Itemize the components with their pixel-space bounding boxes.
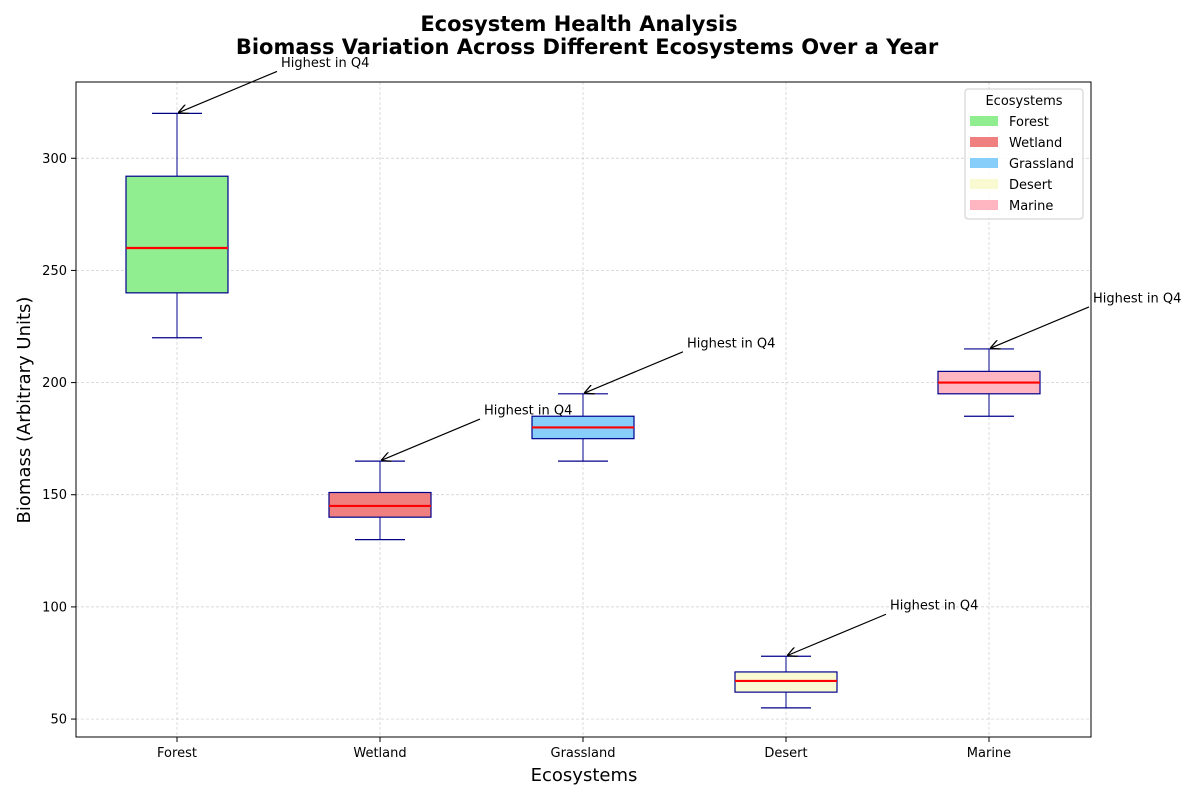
y-axis-label: Biomass (Arbitrary Units) xyxy=(14,297,35,524)
box-wetland xyxy=(328,460,432,541)
y-tick-label: 100 xyxy=(42,600,67,615)
legend-swatch-desert xyxy=(970,179,998,189)
annotation-label: Highest in Q4 xyxy=(1093,291,1181,306)
iqr-box xyxy=(328,491,432,518)
x-tick-label: Forest xyxy=(157,746,197,761)
legend-swatch-marine xyxy=(970,200,998,210)
annotation-arrow xyxy=(788,613,887,655)
box-plots xyxy=(125,112,1041,709)
chart-title: Ecosystem Health Analysis xyxy=(420,12,737,36)
iqr-box xyxy=(125,175,229,294)
y-tick-label: 150 xyxy=(42,488,67,503)
legend-label-grassland: Grassland xyxy=(1009,157,1074,172)
axis-ticks: 50 100 150 200 250 300 Forest Wetland Grassland D… xyxy=(42,152,1011,761)
annotation-arrow xyxy=(991,306,1090,348)
annotation-arrow xyxy=(179,70,278,112)
box-forest xyxy=(125,112,229,339)
legend-label-marine: Marine xyxy=(1009,199,1053,214)
annotation-label: Highest in Q4 xyxy=(484,404,572,419)
legend-swatch-wetland xyxy=(970,137,998,147)
legend-label-wetland: Wetland xyxy=(1009,136,1062,151)
legend-label-forest: Forest xyxy=(1009,115,1049,130)
legend-swatch-grassland xyxy=(970,158,998,168)
box-grassland xyxy=(531,393,635,462)
annotation-arrow xyxy=(585,351,684,393)
x-tick-label: Grassland xyxy=(551,746,616,761)
annotation-label: Highest in Q4 xyxy=(281,56,369,71)
box-marine xyxy=(937,348,1041,417)
x-tick-label: Marine xyxy=(967,746,1011,761)
legend-title: Ecosystems xyxy=(985,94,1062,109)
annotation-label: Highest in Q4 xyxy=(687,336,775,351)
annotation-label: Highest in Q4 xyxy=(890,599,978,614)
y-tick-label: 200 xyxy=(42,376,67,391)
y-tick-label: 250 xyxy=(42,264,67,279)
y-tick-label: 300 xyxy=(42,152,67,167)
x-tick-label: Wetland xyxy=(353,746,406,761)
x-tick-label: Desert xyxy=(764,746,807,761)
box-desert xyxy=(734,655,838,709)
iqr-box xyxy=(734,671,838,693)
x-axis-label: Ecosystems xyxy=(531,765,638,786)
legend-label-desert: Desert xyxy=(1009,178,1052,193)
annotation-arrow xyxy=(382,418,481,460)
annotations: Highest in Q4 Highest in Q4 Highest in Q4 H… xyxy=(179,56,1181,655)
legend-swatch-forest xyxy=(970,116,998,126)
legend: Ecosystems Forest Wetland Grassland Desert M… xyxy=(964,88,1084,220)
chart-subtitle: Biomass Variation Across Different Ecosy… xyxy=(236,35,939,59)
y-tick-label: 50 xyxy=(50,713,67,728)
